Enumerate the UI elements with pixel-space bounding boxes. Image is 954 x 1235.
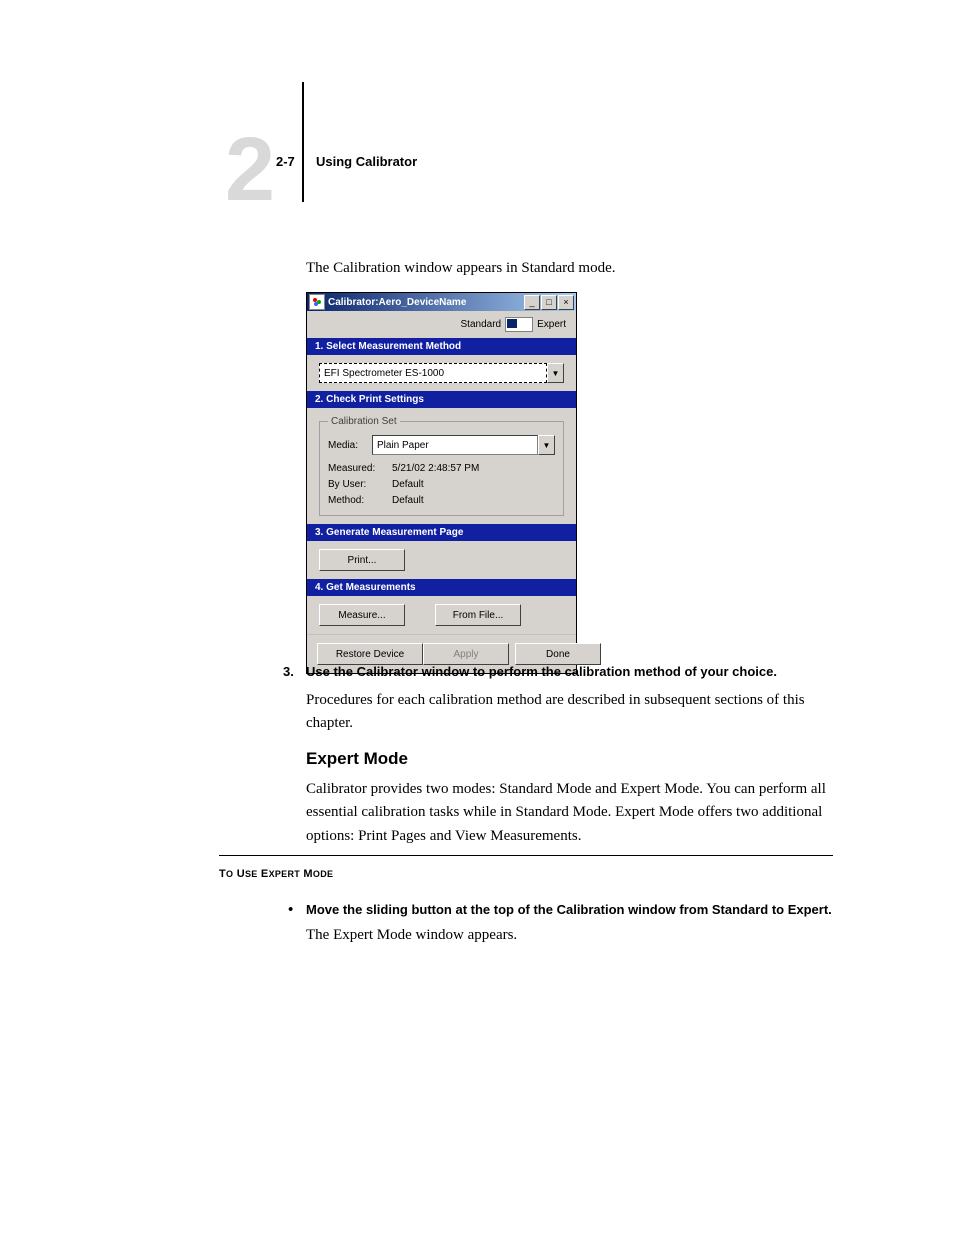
maximize-icon[interactable]: □ [541, 295, 557, 310]
section-title: Using Calibrator [316, 154, 417, 169]
by-user-row: By User:Default [328, 477, 555, 493]
intro-text: The Calibration window appears in Standa… [306, 260, 616, 277]
calibration-set-fieldset: Calibration Set Media: Plain Paper ▼ Mea… [319, 416, 564, 516]
expert-step-1-body: The Expert Mode window appears. [306, 927, 517, 944]
expert-label: Expert [537, 319, 566, 330]
titlebar: Calibrator:Aero_DeviceName _ □ × [307, 293, 576, 311]
measured-row: Measured:5/21/02 2:48:57 PM [328, 461, 555, 477]
step-3-body: Procedures for each calibration method a… [306, 689, 831, 734]
measurement-method-dropdown[interactable]: EFI Spectrometer ES-1000 ▼ [319, 363, 564, 383]
done-button[interactable]: Done [515, 643, 601, 665]
page-number: 2-7 [276, 154, 295, 169]
chevron-down-icon[interactable]: ▼ [538, 435, 555, 455]
expert-mode-body: Calibrator provides two modes: Standard … [306, 778, 831, 848]
app-icon [309, 294, 325, 310]
standard-label: Standard [461, 319, 502, 330]
apply-button: Apply [423, 643, 509, 665]
section4-header: 4. Get Measurements [307, 579, 576, 596]
step-3-number: 3. [283, 664, 294, 679]
expert-step-1: Move the sliding button at the top of th… [306, 902, 836, 917]
measurement-method-value: EFI Spectrometer ES-1000 [319, 363, 547, 383]
step-3-text: Use the Calibrator window to perform the… [306, 664, 843, 679]
mode-slider[interactable] [505, 317, 533, 332]
print-button[interactable]: Print... [319, 549, 405, 571]
bullet-icon: • [288, 902, 293, 919]
calibration-set-legend: Calibration Set [328, 416, 400, 427]
chevron-down-icon[interactable]: ▼ [547, 363, 564, 383]
media-label: Media: [328, 440, 372, 451]
from-file-button[interactable]: From File... [435, 604, 521, 626]
chapter-number: 2 [225, 125, 275, 215]
method-row: Method:Default [328, 493, 555, 509]
calibrator-window: Calibrator:Aero_DeviceName _ □ × Standar… [306, 292, 577, 674]
horizontal-rule [219, 855, 833, 856]
close-icon[interactable]: × [558, 295, 574, 310]
media-dropdown[interactable]: Media: Plain Paper ▼ [328, 435, 555, 455]
mode-toggle-row: Standard Expert [307, 311, 576, 338]
header-divider [302, 82, 304, 202]
expert-mode-subheading: TO USE EXPERT MODE [219, 868, 333, 880]
section3-header: 3. Generate Measurement Page [307, 524, 576, 541]
step-3: 3. Use the Calibrator window to perform … [283, 664, 843, 679]
minimize-icon[interactable]: _ [524, 295, 540, 310]
media-value: Plain Paper [372, 435, 538, 455]
expert-mode-heading: Expert Mode [306, 749, 408, 769]
measure-button[interactable]: Measure... [319, 604, 405, 626]
window-title: Calibrator:Aero_DeviceName [328, 297, 524, 308]
restore-device-button[interactable]: Restore Device [317, 643, 423, 665]
section2-header: 2. Check Print Settings [307, 391, 576, 408]
section1-header: 1. Select Measurement Method [307, 338, 576, 355]
